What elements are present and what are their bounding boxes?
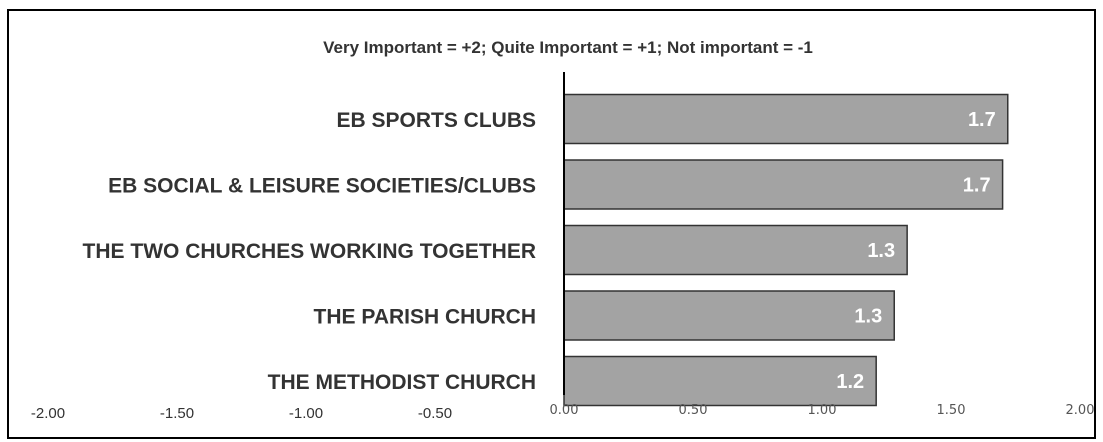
bar bbox=[563, 159, 1004, 210]
category-label: THE METHODIST CHURCH bbox=[268, 371, 536, 394]
bar bbox=[563, 290, 895, 341]
bar bbox=[563, 355, 877, 407]
category-labels-layer: EB SPORTS CLUBS EB SOCIAL & LEISURE SOCIE… bbox=[83, 109, 536, 394]
x-tick-label: 0.50 bbox=[679, 403, 708, 418]
chart-title: Very Important = +2; Quite Important = +… bbox=[323, 38, 813, 57]
x-tick-label: -2.00 bbox=[31, 405, 65, 422]
bar bbox=[563, 93, 1009, 145]
x-tick-label: 2.00 bbox=[1066, 403, 1095, 418]
bar-value-label: 1.7 bbox=[963, 175, 991, 197]
bar-value-label: 1.3 bbox=[867, 240, 895, 262]
bar-value-label: 1.2 bbox=[836, 371, 864, 393]
category-label: THE PARISH CHURCH bbox=[314, 306, 536, 329]
bar-value-label: 1.7 bbox=[968, 109, 996, 131]
bars-layer: 1.7 1.7 1.3 1.3 1.2 bbox=[563, 93, 1009, 407]
bar-value-label: 1.3 bbox=[854, 306, 882, 328]
chart-frame bbox=[7, 9, 1096, 439]
x-axis-ticks-layer: -2.00 -1.50 -1.00 -0.50 0.00 0.50 1.00 1.50 2.00 bbox=[31, 403, 1095, 422]
x-tick-label: -0.50 bbox=[418, 405, 452, 422]
x-tick-label: -1.50 bbox=[160, 405, 194, 422]
bar bbox=[563, 224, 908, 276]
category-label: EB SPORTS CLUBS bbox=[336, 109, 536, 132]
x-tick-label: 0.00 bbox=[550, 403, 579, 418]
x-tick-label: -1.00 bbox=[289, 405, 323, 422]
x-tick-label: 1.00 bbox=[808, 403, 837, 418]
category-label: EB SOCIAL & LEISURE SOCIETIES/CLUBS bbox=[108, 175, 536, 198]
category-label: THE TWO CHURCHES WORKING TOGETHER bbox=[83, 240, 536, 263]
x-tick-label: 1.50 bbox=[937, 403, 966, 418]
